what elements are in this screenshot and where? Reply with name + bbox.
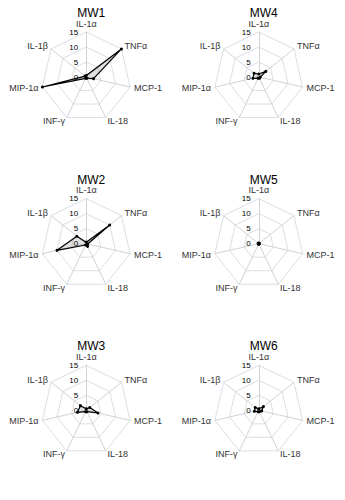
- svg-text:5: 5: [74, 224, 79, 233]
- svg-text:MW6: MW6: [250, 339, 278, 353]
- svg-text:IL-1β: IL-1β: [200, 375, 221, 385]
- svg-text:MW2: MW2: [77, 173, 105, 187]
- svg-text:0: 0: [246, 73, 251, 82]
- svg-text:IL-1β: IL-1β: [27, 375, 48, 385]
- svg-text:TNFα: TNFα: [125, 41, 148, 51]
- svg-text:5: 5: [246, 391, 251, 400]
- svg-text:10: 10: [242, 209, 251, 218]
- svg-text:IL-1α: IL-1α: [76, 19, 97, 29]
- svg-text:TNFα: TNFα: [297, 375, 320, 385]
- svg-text:15: 15: [242, 194, 251, 203]
- svg-text:INF-γ: INF-γ: [215, 449, 237, 459]
- svg-text:5: 5: [74, 391, 79, 400]
- svg-text:MW1: MW1: [77, 6, 105, 20]
- svg-text:IL-18: IL-18: [108, 116, 129, 126]
- svg-text:15: 15: [242, 28, 251, 37]
- svg-text:MCP-1: MCP-1: [307, 83, 335, 93]
- svg-text:0: 0: [246, 406, 251, 415]
- svg-text:10: 10: [242, 43, 251, 52]
- svg-text:TNFα: TNFα: [125, 375, 148, 385]
- svg-text:MCP-1: MCP-1: [134, 416, 162, 426]
- svg-text:IL-18: IL-18: [280, 116, 301, 126]
- svg-text:TNFα: TNFα: [297, 41, 320, 51]
- svg-text:IL-1α: IL-1α: [248, 185, 269, 195]
- svg-text:5: 5: [74, 58, 79, 67]
- svg-text:0: 0: [73, 72, 79, 82]
- svg-text:INF-γ: INF-γ: [43, 283, 65, 293]
- svg-text:15: 15: [69, 194, 78, 203]
- svg-text:MCP-1: MCP-1: [307, 250, 335, 260]
- svg-text:MIP-1α: MIP-1α: [9, 416, 38, 426]
- svg-text:MW5: MW5: [250, 173, 278, 187]
- svg-text:MIP-1α: MIP-1α: [9, 83, 38, 93]
- svg-text:0: 0: [246, 239, 251, 248]
- svg-text:INF-γ: INF-γ: [43, 449, 65, 459]
- svg-text:15: 15: [69, 361, 78, 370]
- svg-text:IL-18: IL-18: [108, 283, 129, 293]
- svg-text:MCP-1: MCP-1: [307, 416, 335, 426]
- svg-text:10: 10: [69, 376, 78, 385]
- svg-text:IL-1α: IL-1α: [76, 185, 97, 195]
- svg-text:TNFα: TNFα: [125, 208, 148, 218]
- svg-text:MIP-1α: MIP-1α: [182, 83, 211, 93]
- svg-text:MW4: MW4: [250, 6, 278, 20]
- svg-text:IL-1β: IL-1β: [200, 208, 221, 218]
- svg-text:TNFα: TNFα: [297, 208, 320, 218]
- svg-text:5: 5: [246, 58, 251, 67]
- svg-text:IL-1β: IL-1β: [27, 208, 48, 218]
- svg-text:10: 10: [242, 376, 251, 385]
- svg-text:MCP-1: MCP-1: [134, 250, 162, 260]
- svg-text:IL-1α: IL-1α: [76, 352, 97, 362]
- svg-text:INF-γ: INF-γ: [215, 283, 237, 293]
- svg-text:15: 15: [242, 361, 251, 370]
- svg-text:MIP-1α: MIP-1α: [182, 416, 211, 426]
- svg-text:IL-18: IL-18: [280, 449, 301, 459]
- svg-text:IL-1α: IL-1α: [248, 19, 269, 29]
- svg-text:10: 10: [69, 209, 78, 218]
- svg-text:15: 15: [69, 28, 78, 37]
- svg-text:0: 0: [73, 405, 79, 415]
- svg-text:INF-γ: INF-γ: [43, 116, 65, 126]
- svg-text:IL-18: IL-18: [280, 283, 301, 293]
- svg-text:IL-1α: IL-1α: [248, 352, 269, 362]
- svg-text:MIP-1α: MIP-1α: [9, 250, 38, 260]
- svg-text:IL-18: IL-18: [108, 449, 129, 459]
- svg-text:IL-1β: IL-1β: [27, 41, 48, 51]
- svg-text:INF-γ: INF-γ: [215, 116, 237, 126]
- svg-text:5: 5: [246, 224, 251, 233]
- svg-text:MIP-1α: MIP-1α: [182, 250, 211, 260]
- svg-text:MW3: MW3: [77, 339, 105, 353]
- svg-text:10: 10: [69, 43, 78, 52]
- svg-text:IL-1β: IL-1β: [200, 41, 221, 51]
- svg-text:MCP-1: MCP-1: [134, 83, 162, 93]
